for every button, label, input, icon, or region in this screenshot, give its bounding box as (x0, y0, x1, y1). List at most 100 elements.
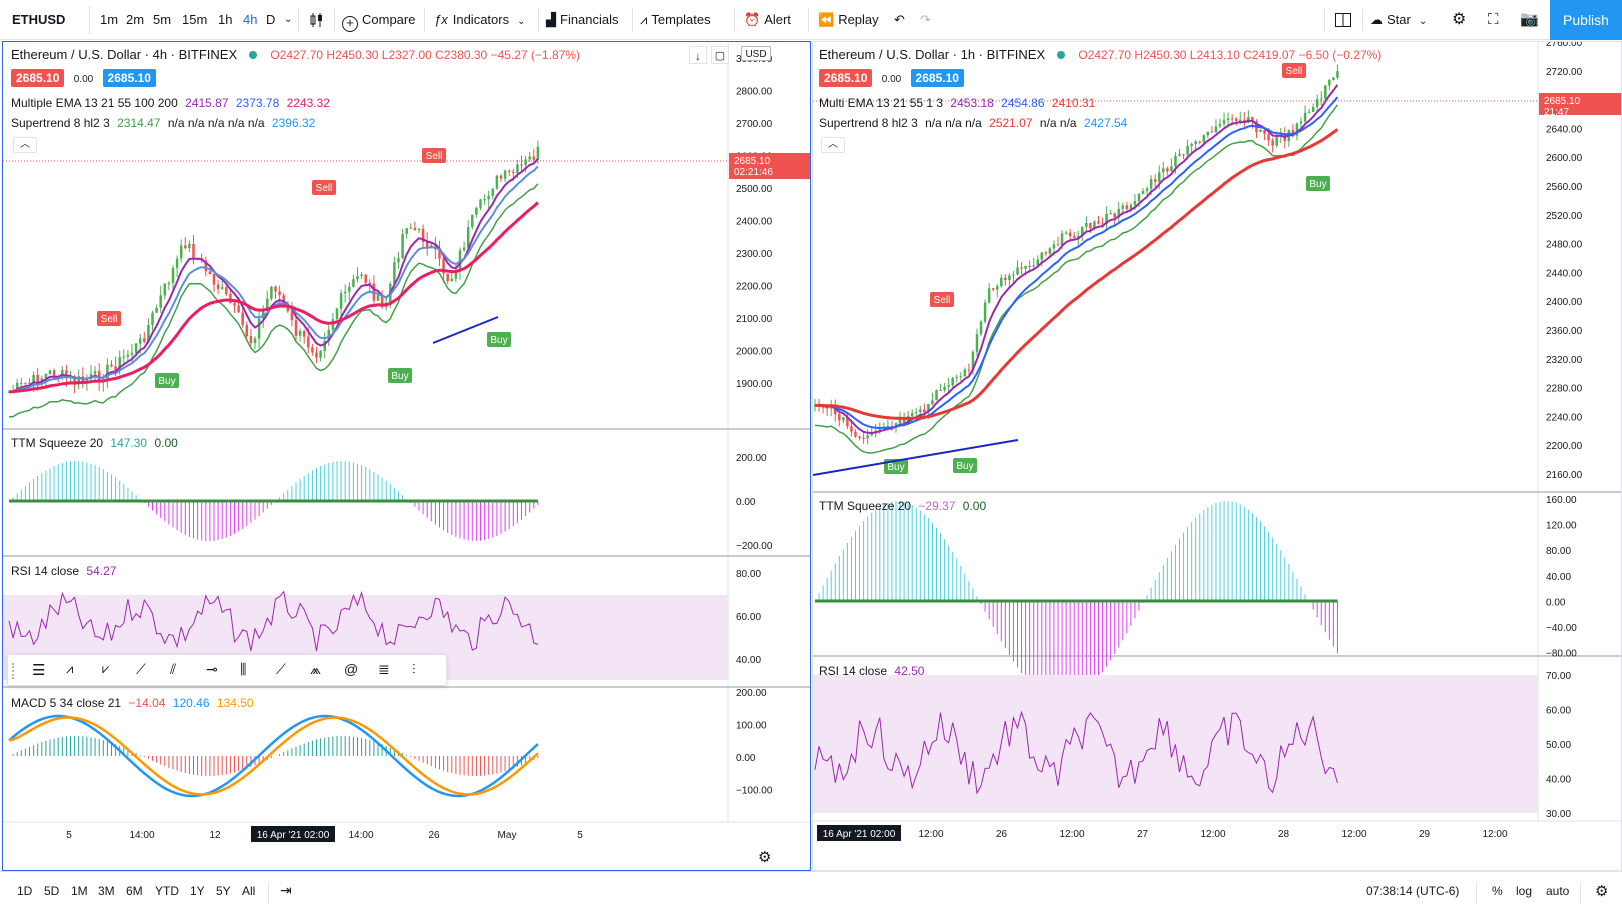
candle-body (52, 370, 56, 377)
candle-body (943, 386, 946, 391)
gear-icon[interactable]: ⚙ (1452, 11, 1467, 28)
clock-display[interactable]: 07:38:14 (UTC-6) (1366, 884, 1460, 898)
ray-icon[interactable]: ⟋ (276, 661, 286, 677)
vertical-lines-icon[interactable]: ⫼ (240, 661, 247, 677)
log-toggle[interactable]: log (1516, 884, 1533, 898)
interval-1m[interactable]: 1m (100, 12, 119, 27)
time-tick-label: 14:00 (129, 830, 154, 841)
publish-button[interactable]: Publish (1550, 0, 1622, 40)
left-rsi-legend[interactable]: RSI 14 close 54.27 (11, 564, 117, 578)
left-macd-legend[interactable]: MACD 5 34 close 21 −14.04 120.46 134.50 (11, 696, 254, 710)
drag-handle-icon[interactable] (12, 663, 16, 679)
symbol-search[interactable]: ETHUSD (4, 6, 90, 34)
settings-lines-icon[interactable]: ≣ (378, 661, 390, 677)
candle-body (237, 305, 240, 313)
supertrend-line (8, 183, 539, 418)
ask-pill[interactable]: 2685.10 (102, 69, 156, 87)
candle-body (1332, 77, 1335, 81)
interval-1h[interactable]: 1h (218, 12, 233, 27)
trend-line-icon[interactable]: ⟋ (136, 661, 146, 677)
range-1m[interactable]: 1M (71, 884, 88, 898)
candle-body (842, 417, 845, 421)
interval-d[interactable]: D (266, 12, 276, 27)
right-chart-canvas[interactable]: 2760.002720.002680.002640.002600.002560.… (813, 42, 1621, 870)
goto-date-icon[interactable]: ⇥ (280, 882, 292, 898)
alert-button[interactable]: ⏰ Alert (744, 12, 791, 27)
spiral-icon[interactable]: @ (344, 661, 359, 677)
layout-icon[interactable] (1334, 8, 1352, 32)
filter-lines-icon[interactable]: ⫶ (412, 661, 416, 677)
bid-pill[interactable]: 2685.10 (11, 69, 65, 87)
range-all[interactable]: All (242, 884, 256, 898)
right-ttm-legend[interactable]: TTM Squeeze 20 −29.37 0.00 (819, 499, 987, 513)
left-chart-canvas[interactable]: 3000.002800.002700.002600.002500.002400.… (3, 42, 810, 870)
right-chart-panel[interactable]: 2760.002720.002680.002640.002600.002560.… (812, 41, 1622, 871)
collapse-legend-icon[interactable]: ︿ (821, 137, 845, 153)
financials-button[interactable]: ▟ Financials (546, 12, 619, 27)
interval-15m[interactable]: 15m (182, 12, 208, 27)
fullscreen-icon[interactable]: ⛶ (1488, 11, 1499, 28)
replay-button[interactable]: ⏪ Replay (818, 12, 879, 27)
auto-toggle[interactable]: auto (1546, 884, 1570, 898)
redo-icon[interactable]: ↷ (920, 12, 931, 27)
range-1y[interactable]: 1Y (190, 884, 205, 898)
interval-2m[interactable]: 2m (126, 12, 145, 27)
left-supertrend-legend[interactable]: Supertrend 8 hl2 3 2314.47 n/a n/a n/a n… (11, 116, 316, 130)
pattern-icon[interactable]: ⩕ (310, 661, 322, 677)
collapse-legend-icon[interactable]: ︿ (13, 137, 37, 153)
maximize-pane-icon[interactable]: ▢ (711, 46, 729, 64)
time-tick-label: 12 (209, 830, 221, 841)
range-3m[interactable]: 3M (98, 884, 115, 898)
candle-body (450, 278, 454, 282)
interval-5m[interactable]: 5m (153, 12, 172, 27)
currency-label[interactable]: USD (741, 46, 771, 61)
undo-icon[interactable]: ↶ (894, 12, 905, 27)
indicators-button[interactable]: ƒx Indicators ⌄ (434, 12, 526, 27)
gear-icon[interactable]: ⚙ (1595, 883, 1609, 900)
range-1d[interactable]: 1D (17, 884, 33, 898)
left-chart-panel[interactable]: 3000.002800.002700.002600.002500.002400.… (2, 41, 811, 871)
range-6m[interactable]: 6M (126, 884, 143, 898)
time-tick-label: 12:00 (918, 829, 943, 840)
candle-body (143, 338, 146, 342)
right-rsi-legend[interactable]: RSI 14 close 42.50 (819, 664, 925, 678)
candle-body (1206, 131, 1210, 136)
candle-body (1275, 137, 1278, 146)
right-ema-legend[interactable]: Multi EMA 13 21 55 1 3 2453.18 2454.86 2… (819, 96, 1096, 110)
left-ema-legend[interactable]: Multiple EMA 13 21 55 100 200 2415.87 23… (11, 96, 330, 110)
candle-type-icon[interactable] (308, 8, 326, 32)
last-price-text: 2685.10 (1544, 96, 1581, 107)
gear-icon[interactable]: ⚙ (758, 849, 772, 866)
left-ttm-legend[interactable]: TTM Squeeze 20 147.30 0.00 (11, 436, 178, 450)
candle-body (282, 295, 285, 305)
range-ytd[interactable]: YTD (155, 884, 179, 898)
range-5y[interactable]: 5Y (216, 884, 231, 898)
range-5d[interactable]: 5D (44, 884, 60, 898)
candle-body (1020, 267, 1023, 269)
chevron-down-icon[interactable]: ⌄ (284, 14, 293, 25)
candle-body (278, 291, 281, 296)
right-supertrend-legend[interactable]: Supertrend 8 hl2 3 n/a n/a n/a 2521.07 n… (819, 116, 1128, 130)
candle-body (356, 276, 359, 280)
channel-icon[interactable]: ⫽ (170, 661, 177, 677)
candle-body (380, 294, 384, 308)
candle-body (487, 195, 490, 200)
elliott-wave-icon[interactable]: ⩘ (66, 661, 74, 676)
interval-4h[interactable]: 4h (243, 12, 258, 27)
horizontal-line-icon[interactable]: ⊸ (206, 661, 218, 677)
download-icon[interactable]: ↓ (689, 46, 707, 64)
price-tick-label: 2280.00 (1546, 384, 1583, 395)
percent-toggle[interactable]: % (1492, 884, 1503, 898)
star-button[interactable]: ☁ Star ⌄ (1370, 12, 1428, 27)
supertrend-line (814, 104, 1339, 454)
ask-pill[interactable]: 2685.10 (910, 69, 964, 87)
camera-icon[interactable]: 📷 (1520, 11, 1539, 28)
templates-button[interactable]: ⩘ Templates (640, 12, 711, 27)
compare-button[interactable]: + Compare (342, 8, 415, 32)
bid-pill[interactable]: 2685.10 (819, 69, 873, 87)
candle-body (1190, 144, 1193, 146)
menu-lines-icon[interactable]: ☰ (32, 662, 46, 679)
status-dot-icon (1056, 51, 1065, 59)
chevron-down-icon: ⌄ (1418, 16, 1428, 27)
abc-wave-icon[interactable]: ⩗ (102, 661, 110, 676)
